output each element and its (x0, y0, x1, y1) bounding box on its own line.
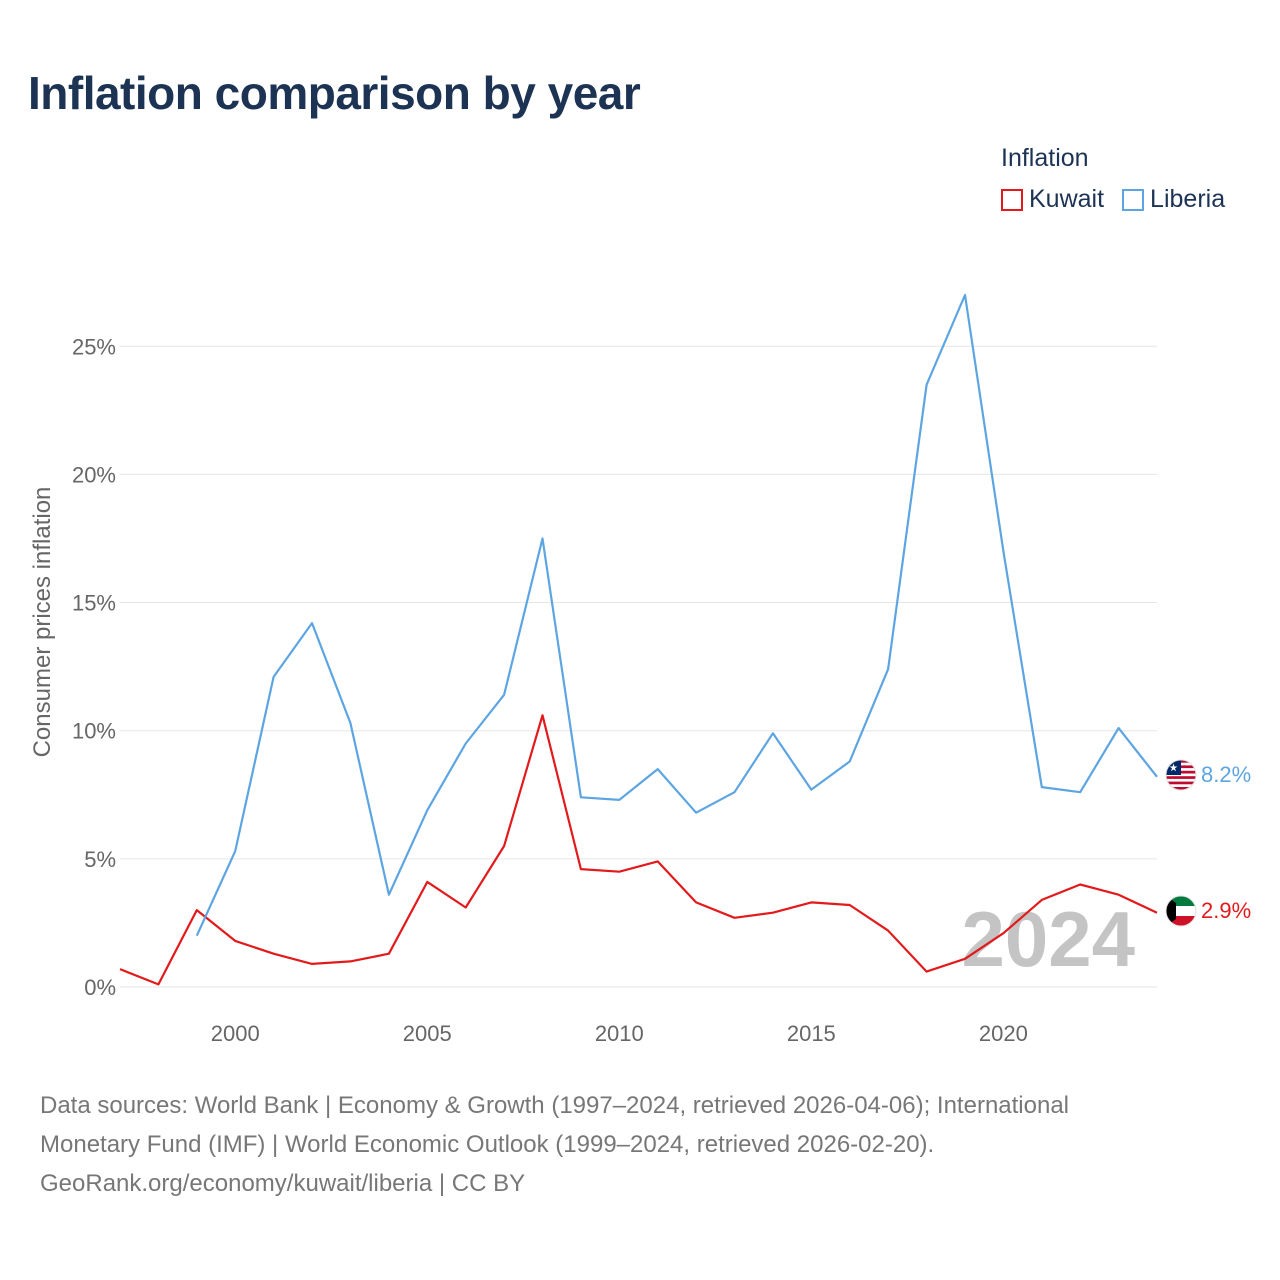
y-tick-label: 0% (84, 975, 116, 1000)
x-tick-label: 2000 (211, 1021, 260, 1046)
series-lines (119, 293, 1158, 986)
legend-swatch-kuwait (1001, 188, 1023, 211)
end-label-liberia: 8.2% (1201, 762, 1251, 787)
x-tick-labels: 2000 2005 2010 2015 2020 (211, 1021, 1028, 1046)
y-tick-label: 15% (72, 591, 116, 616)
y-tick-label: 5% (84, 847, 116, 872)
series-line-liberia (195, 293, 1158, 937)
inflation-chart: 0% 5% 10% 15% 20% 25% 2000 2005 2010 2015 2020 20… (72, 293, 1251, 1046)
x-tick-label: 2005 (403, 1021, 452, 1046)
x-tick-label: 2010 (595, 1021, 644, 1046)
source-line-2: Monetary Fund (IMF) | World Economic Out… (40, 1131, 935, 1158)
gridlines (120, 345, 1157, 988)
y-tick-labels: 0% 5% 10% 15% 20% 25% (72, 334, 116, 1000)
source-line-1: Data sources: World Bank | Economy & Gro… (40, 1092, 1070, 1119)
end-label-kuwait: 2.9% (1201, 898, 1251, 923)
legend-title: Inflation (1001, 144, 1089, 172)
legend-swatch-liberia (1122, 188, 1145, 211)
source-notes: Data sources: World Bank | Economy & Gro… (40, 1086, 1240, 1203)
year-watermark: 2024 (961, 895, 1135, 983)
legend: Inflation Kuwait Liberia (1001, 144, 1225, 214)
x-tick-label: 2015 (787, 1021, 836, 1046)
page-title: Inflation comparison by year (28, 67, 641, 119)
y-tick-label: 20% (72, 462, 116, 487)
x-tick-label: 2020 (979, 1021, 1028, 1046)
legend-label-liberia: Liberia (1150, 185, 1226, 213)
kuwait-flag-icon (1165, 895, 1197, 927)
legend-label-kuwait: Kuwait (1029, 185, 1105, 213)
y-tick-label: 10% (72, 719, 116, 744)
source-line-3[interactable]: GeoRank.org/economy/kuwait/liberia | CC … (40, 1170, 526, 1197)
liberia-flag-icon (1165, 759, 1197, 791)
y-tick-label: 25% (72, 334, 116, 359)
legend-item-kuwait[interactable]: Kuwait (1001, 185, 1104, 214)
legend-item-liberia[interactable]: Liberia (1122, 185, 1225, 214)
series-line-kuwait (119, 714, 1158, 986)
